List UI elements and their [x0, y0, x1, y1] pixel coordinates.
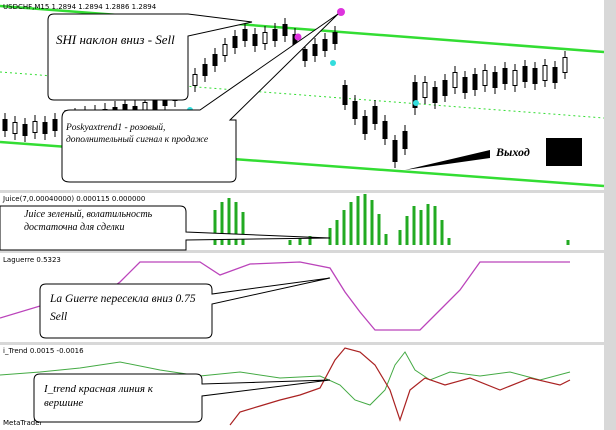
panel-label: i_Trend 0.0015 -0.0016 — [3, 347, 84, 355]
panel-label: Laguerre 0.5323 — [3, 256, 61, 264]
callout-text-wrap: I_trend красная линия к вершине — [44, 383, 153, 409]
price-scale — [604, 0, 616, 430]
signal-dot-pink — [337, 8, 345, 16]
callout-text-wrap: La Guerre пересекла вниз 0.75 Sell — [50, 293, 196, 323]
callout-text: SHI наклон вниз - Sell — [56, 32, 175, 47]
callout-label-bg — [490, 138, 546, 166]
panel-separator — [0, 190, 604, 193]
panel-separator — [0, 250, 604, 253]
callout-text: Juice зеленый, волатильность достаточна … — [24, 209, 153, 233]
juice-histogram — [213, 194, 570, 245]
signal-dot-pink — [294, 33, 302, 41]
callout-text: Poskyaxtrend1 - розовый, дополнительный … — [66, 123, 209, 145]
platform-label: MetaTrader — [3, 419, 43, 427]
symbol-info: USDCHF,M15 1.2894 1.2894 1.2886 1.2894 — [3, 3, 157, 11]
panel-separator — [0, 342, 604, 345]
callout-box — [39, 277, 331, 339]
callout-box — [33, 373, 331, 423]
callout-box — [47, 13, 253, 101]
callout-box — [61, 13, 339, 183]
panel-label: Juice(7,0.00040000) 0.000115 0.000000 — [2, 195, 145, 203]
itrend-red — [229, 347, 571, 426]
callout-box — [0, 205, 331, 251]
callout-text: La Guerre пересекла вниз 0.75 Sell — [50, 293, 196, 323]
callout-text: I_trend красная линия к вершине — [44, 383, 153, 409]
signal-dot-cyan — [330, 60, 336, 66]
callout-text-wrap: Poskyaxtrend1 - розовый, дополнительный … — [66, 123, 209, 145]
signal-dot-cyan — [413, 100, 419, 106]
callout-text: Выход — [495, 145, 530, 159]
callout-text-wrap: Juice зеленый, волатильность достаточна … — [24, 209, 153, 233]
itrend-green — [0, 351, 571, 406]
